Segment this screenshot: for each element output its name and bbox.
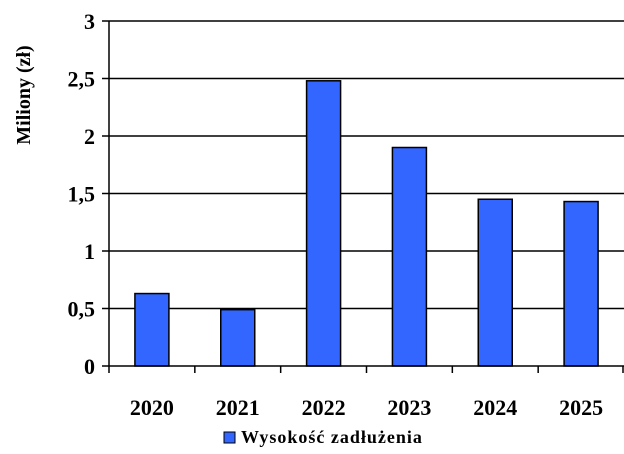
y-tick-label: 0,5	[68, 297, 96, 322]
x-tick-label: 2023	[387, 395, 431, 420]
y-axis-label: Miliony (zł)	[13, 45, 35, 144]
bar-2025	[563, 200, 599, 367]
bar-2022	[305, 80, 342, 367]
axes	[102, 20, 624, 373]
bar-2024	[477, 198, 513, 367]
x-tick-label: 2020	[130, 395, 174, 420]
y-tick-label: 0	[84, 354, 95, 379]
x-tick-label: 2022	[302, 395, 346, 420]
x-tick-label: 2025	[559, 395, 603, 420]
y-tick-label: 2,5	[68, 67, 96, 92]
x-tick-labels: 2020 2021 2022 2023 2024 2025	[130, 395, 603, 420]
y-tick-label: 2	[84, 124, 95, 149]
bar-2020	[134, 292, 170, 367]
legend: Wysokość zadłużenia	[223, 427, 423, 447]
y-tick-label: 1	[84, 239, 95, 264]
x-tick-label: 2024	[473, 395, 517, 420]
legend-swatch	[223, 431, 236, 444]
x-tick-label: 2021	[216, 395, 260, 420]
y-tick-labels: 0 0,5 1 1,5 2 2,5 3	[68, 9, 96, 379]
legend-label: Wysokość zadłużenia	[241, 427, 423, 447]
y-tick-label: 3	[84, 9, 95, 34]
bar-2021	[220, 308, 256, 367]
bar-2023	[391, 146, 428, 367]
gridlines	[109, 20, 624, 310]
bars	[134, 80, 599, 367]
y-tick-label: 1,5	[68, 182, 96, 207]
